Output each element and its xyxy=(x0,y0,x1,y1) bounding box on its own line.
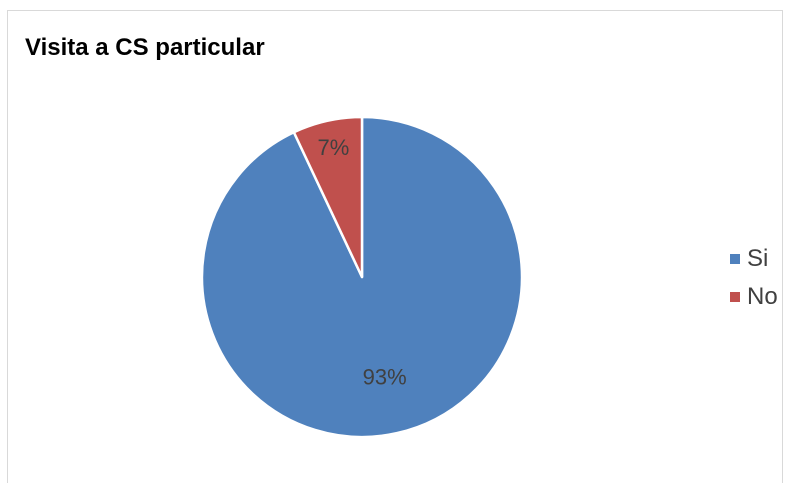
legend-swatch-si xyxy=(730,254,740,264)
legend-label-no: No xyxy=(747,283,778,310)
chart-title: Visita a CS particular xyxy=(25,34,265,61)
pie-slice-no xyxy=(292,115,364,279)
legend-item-si: Si xyxy=(730,240,778,278)
data-label-no: 7% xyxy=(317,135,349,160)
legend-item-no: No xyxy=(730,278,778,316)
legend-swatch-no xyxy=(730,292,740,302)
legend: Si No xyxy=(730,240,778,316)
legend-label-si: Si xyxy=(747,245,769,272)
data-label-si: 93% xyxy=(363,364,407,389)
